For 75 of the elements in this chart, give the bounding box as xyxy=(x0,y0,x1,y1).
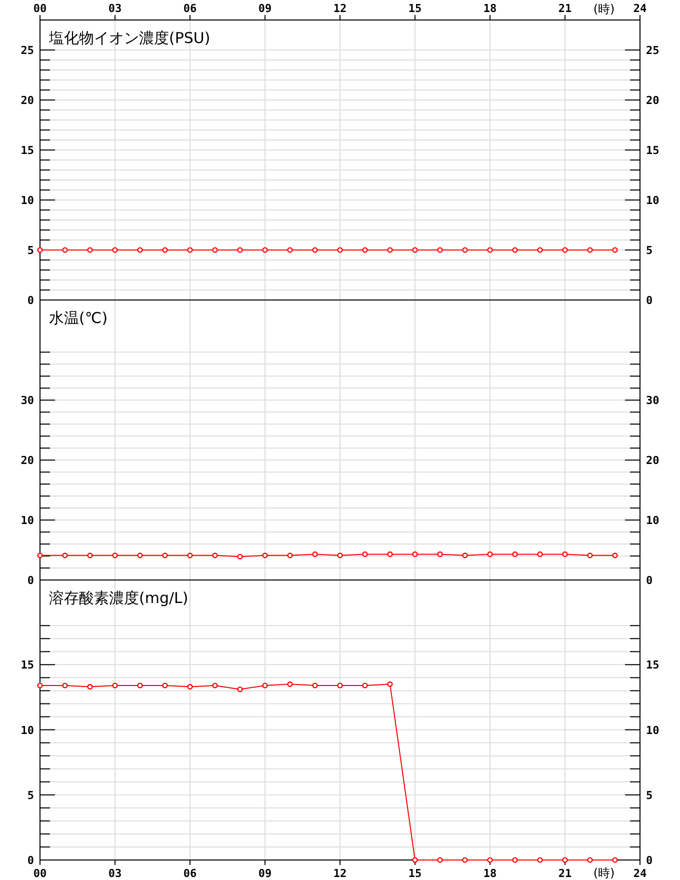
x-tick-label: 06 xyxy=(183,867,197,880)
point xyxy=(112,682,118,688)
y2-tick-label: 20 xyxy=(646,94,660,107)
y2-tick-label: 5 xyxy=(646,788,653,802)
point xyxy=(487,857,493,863)
y-tick-label: 30 xyxy=(20,394,34,408)
y-tick-label: 0 xyxy=(27,854,34,867)
x-tick-label: 21 xyxy=(558,2,572,15)
x-tick-label: 24 xyxy=(633,2,647,15)
point xyxy=(387,681,393,687)
y2-tick-label: 20 xyxy=(646,454,660,468)
point xyxy=(62,682,68,688)
y-tick-label: 10 xyxy=(20,514,34,528)
y-tick-label: 5 xyxy=(27,244,34,257)
point xyxy=(237,686,243,692)
point xyxy=(412,857,418,863)
x-tick-label: 15 xyxy=(408,2,422,15)
y-tick-label: 15 xyxy=(20,144,34,157)
point xyxy=(462,857,468,863)
point xyxy=(512,857,518,863)
y2-tick-label: 0 xyxy=(646,854,653,867)
x-tick-label: 09 xyxy=(258,867,272,880)
x-tick-label: 12 xyxy=(333,2,347,15)
y2-tick-label: 5 xyxy=(646,244,653,257)
point xyxy=(612,857,618,863)
y2-tick-label: 0 xyxy=(646,574,653,587)
y-tick-label: 20 xyxy=(20,454,34,468)
point xyxy=(162,682,168,688)
point xyxy=(312,682,318,688)
x-tick-label: 00 xyxy=(33,867,47,880)
y2-tick-label: 25 xyxy=(646,44,660,57)
point xyxy=(187,684,193,690)
point xyxy=(437,857,443,863)
y-tick-label: 0 xyxy=(27,574,34,587)
x-tick-label: 18 xyxy=(483,2,497,15)
y-tick-label: 5 xyxy=(27,788,34,802)
y2-tick-label: 15 xyxy=(646,658,660,672)
x-tick-label: 21 xyxy=(558,867,572,880)
point xyxy=(212,682,218,688)
y-tick-label: 20 xyxy=(20,94,34,107)
y-tick-label: 10 xyxy=(20,724,34,737)
point xyxy=(37,682,43,688)
y-tick-label: 10 xyxy=(20,194,34,207)
y-tick-label: 0 xyxy=(27,294,34,307)
x-tick-label: 00 xyxy=(33,2,47,15)
x-tick-label: 24 xyxy=(633,867,647,880)
point xyxy=(137,682,143,688)
y2-tick-label: 30 xyxy=(646,394,660,408)
x-tick-label: 03 xyxy=(108,2,122,15)
point xyxy=(587,857,593,863)
y2-tick-label: 15 xyxy=(646,144,660,157)
y2-tick-label: 10 xyxy=(646,724,660,737)
text: 水温(℃) xyxy=(49,309,108,327)
y2-tick-label: 10 xyxy=(646,194,660,207)
x-tick-label: 03 xyxy=(108,867,122,880)
point xyxy=(337,682,343,688)
x-tick-label: 15 xyxy=(408,867,422,880)
y2-tick-label: 0 xyxy=(646,294,653,307)
x-tick-label: 09 xyxy=(258,2,272,15)
point xyxy=(537,857,543,863)
y-tick-label: 25 xyxy=(20,44,34,57)
point xyxy=(287,681,293,687)
x-tick-label: 06 xyxy=(183,2,197,15)
text: 塩化物イオン濃度(PSU) xyxy=(48,29,210,47)
x-axis-title: (時) xyxy=(593,2,615,16)
x-axis-title: (時) xyxy=(593,866,615,880)
point xyxy=(562,857,568,863)
point xyxy=(87,684,93,690)
text: 溶存酸素濃度(mg/L) xyxy=(49,589,188,607)
x-tick-label: 12 xyxy=(333,867,347,880)
point xyxy=(362,682,368,688)
y-tick-label: 15 xyxy=(20,658,34,672)
x-tick-label: 18 xyxy=(483,867,497,880)
point xyxy=(262,682,268,688)
y2-tick-label: 10 xyxy=(646,514,660,528)
